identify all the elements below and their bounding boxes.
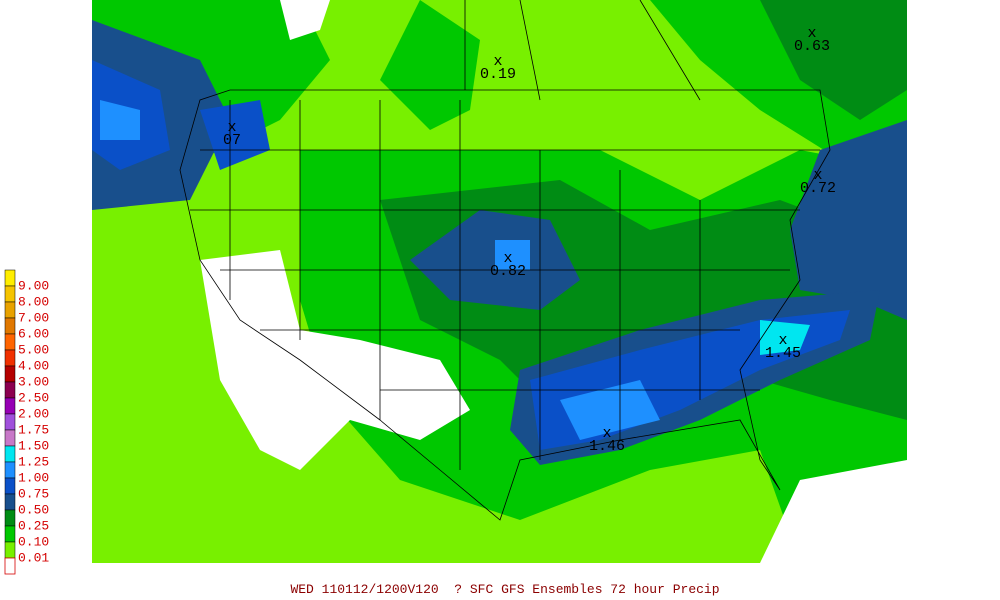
x-marker: x: [602, 425, 611, 442]
legend-swatch: [4, 445, 16, 463]
legend-swatch: [4, 493, 16, 511]
annotation-value: 0.19: [480, 66, 516, 83]
annotation-value: 1.45: [765, 345, 801, 362]
legend-swatch: [4, 525, 16, 543]
x-marker: x: [807, 25, 816, 42]
legend-swatch: [4, 413, 16, 431]
legend-label: 7.00: [18, 310, 49, 325]
footer-title: WED 110112/1200V120 ? SFC GFS Ensembles …: [290, 582, 719, 597]
legend-label: 0.01: [18, 550, 49, 565]
legend-swatch: [4, 365, 16, 383]
legend-label: 3.00: [18, 374, 49, 389]
annotation-value: 07: [223, 132, 241, 149]
annotation-value: 0.82: [490, 263, 526, 280]
legend-label: 0.10: [18, 534, 49, 549]
legend-swatch: [4, 317, 16, 335]
legend-label: 0.25: [18, 518, 49, 533]
legend-swatch: [4, 477, 16, 495]
legend-label: 6.00: [18, 326, 49, 341]
x-marker: x: [813, 167, 822, 184]
legend-label: 5.00: [18, 342, 49, 357]
legend-swatch: [4, 381, 16, 399]
legend: 9.008.007.006.005.004.003.002.502.001.75…: [4, 269, 49, 575]
legend-swatch: [4, 333, 16, 351]
legend-swatch: [4, 301, 16, 319]
legend-swatch: [4, 429, 16, 447]
legend-swatch: [4, 397, 16, 415]
x-marker: x: [493, 53, 502, 70]
legend-label: 1.25: [18, 454, 49, 469]
annotation-value: 0.63: [794, 38, 830, 55]
legend-label: 2.00: [18, 406, 49, 421]
x-marker: x: [778, 332, 787, 349]
x-marker: x: [503, 250, 512, 267]
legend-label: 1.75: [18, 422, 49, 437]
legend-swatch: [4, 285, 16, 303]
legend-label: 4.00: [18, 358, 49, 373]
map-area: [92, 0, 907, 563]
legend-swatch: [4, 541, 16, 559]
legend-label: 1.00: [18, 470, 49, 485]
legend-swatch: [4, 269, 16, 287]
annotation-value: 0.72: [800, 180, 836, 197]
annotation-value: 1.46: [589, 438, 625, 455]
legend-label: 0.75: [18, 486, 49, 501]
legend-label: 2.50: [18, 390, 49, 405]
legend-swatch: [4, 349, 16, 367]
legend-label: 1.50: [18, 438, 49, 453]
legend-swatch: [4, 509, 16, 527]
legend-label: 9.00: [18, 278, 49, 293]
legend-swatch-none: [4, 557, 16, 575]
legend-swatch: [4, 461, 16, 479]
boundaries: [179, 0, 831, 521]
legend-label: 0.50: [18, 502, 49, 517]
legend-label: 8.00: [18, 294, 49, 309]
x-marker: x: [227, 119, 236, 136]
